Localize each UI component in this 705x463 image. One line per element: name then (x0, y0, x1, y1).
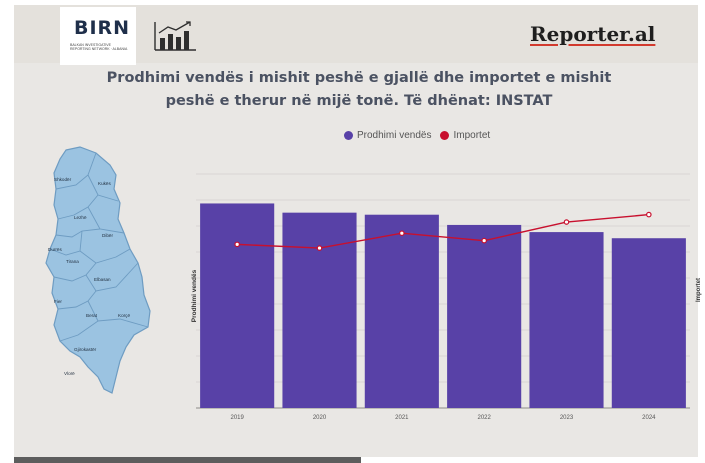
line-point (646, 211, 652, 218)
map-region-label: Berat (86, 313, 98, 318)
bar (447, 224, 522, 408)
albania-region-labels: Shkodër Kukës Lezhë Dibër Durrës Tirana Elbasa… (48, 177, 130, 376)
bar (200, 203, 275, 408)
map-region-label: Gjirokastër (74, 347, 97, 352)
chart-legend: Prodhimi vendës Importet (344, 130, 499, 141)
albania-region-borders (49, 152, 149, 342)
chart-title-line-1: Prodhimi vendës i mishit peshë e gjallë … (106, 70, 612, 86)
line-point (234, 241, 240, 248)
x-tick-label: 2020 (313, 415, 327, 421)
chart-gridlines (196, 173, 690, 409)
x-tick-label: 2019 (230, 415, 244, 421)
line-series (234, 211, 652, 251)
x-tick-label: 2023 (560, 415, 574, 421)
albania-outline (45, 146, 151, 394)
birn-logo: BIRN BALKAN INVESTIGATIVE REPORTING NETW… (60, 7, 136, 65)
y-axis-label-left: Prodhimi vendës (191, 269, 198, 322)
x-axis-ticks: 2019 2020 2021 2022 2023 2024 (230, 415, 656, 421)
y-axis-label-right: Importet (696, 278, 702, 302)
line-point (316, 245, 323, 251)
bar (611, 238, 686, 408)
bar-chart-trend-icon (154, 21, 196, 51)
map-region-label: Fier (54, 299, 62, 304)
map-region-label: Shkodër (54, 177, 72, 182)
legend-swatch-importet (440, 131, 450, 140)
map-region-label: Durrës (48, 247, 62, 252)
chart-title: Prodhimi vendës i mishit peshë e gjallë … (74, 67, 644, 113)
map-region-label: Lezhë (74, 215, 87, 220)
bottom-bar (14, 457, 361, 463)
bar (282, 212, 357, 408)
map-region-label: Vlorë (64, 371, 75, 376)
legend-item-prodhimi: Prodhimi vendës (344, 130, 431, 141)
bar-series (200, 203, 686, 408)
x-tick-label: 2022 (477, 415, 491, 421)
importet-line (237, 213, 649, 249)
legend-label-prodhimi: Prodhimi vendës (357, 130, 432, 141)
x-tick-label: 2024 (642, 415, 656, 421)
albania-map: Shkodër Kukës Lezhë Dibër Durrës Tirana Elbasa… (45, 146, 151, 394)
legend-label-importet: Importet (453, 130, 491, 141)
birn-logo-text: BIRN (74, 17, 131, 39)
page-background: BIRN BALKAN INVESTIGATIVE REPORTING NETW… (14, 5, 702, 457)
line-point (399, 230, 405, 237)
map-region-label: Korçë (118, 313, 130, 318)
bar (364, 214, 439, 408)
header-band: BIRN BALKAN INVESTIGATIVE REPORTING NETW… (14, 5, 698, 65)
map-region-label: Kukës (98, 181, 111, 186)
chart-area: 2019 2020 2021 2022 2023 2024 Prodhimi vendës… (191, 173, 702, 421)
line-point (563, 219, 570, 225)
map-region-label: Tirana (66, 259, 79, 264)
map-region-label: Elbasan (94, 277, 111, 282)
map-region-label: Dibër (102, 233, 113, 238)
line-point (481, 237, 487, 244)
legend-swatch-prodhimi (344, 131, 353, 140)
birn-logo-tagline: BALKAN INVESTIGATIVE REPORTING NETWORK ·… (70, 43, 128, 51)
x-tick-label: 2021 (395, 415, 409, 421)
reporter-logo: Reporter.al (530, 22, 656, 46)
chart-title-line-2: peshë e therur në mijë tonë. Të dhënat: … (165, 93, 553, 109)
bar (529, 232, 604, 408)
legend-item-importet: Importet (440, 130, 490, 141)
